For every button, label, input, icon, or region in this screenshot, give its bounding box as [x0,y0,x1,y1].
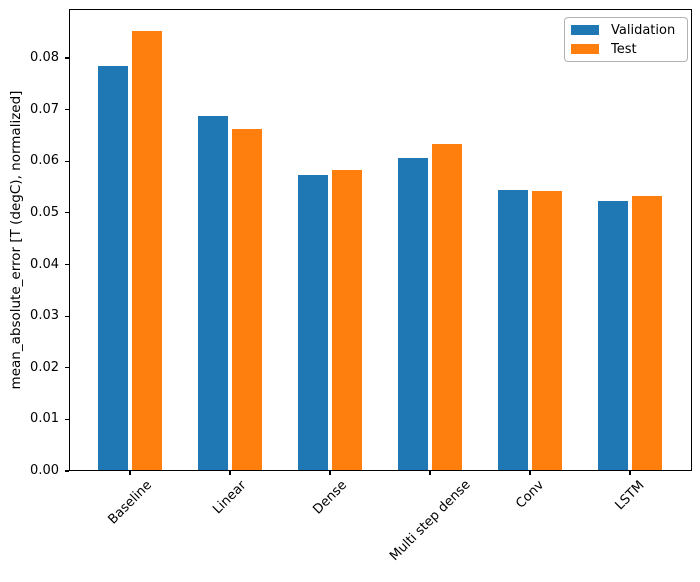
x-tick-mark [529,471,531,475]
y-tick-label-0.07: 0.07 [30,101,59,117]
y-tick-label-0.08: 0.08 [30,50,59,66]
y-tick-mark [64,57,69,59]
plot-area [68,9,692,471]
x-tick-label-multi-step-dense: Multi step dense [386,477,474,565]
bar-test-dense [332,169,362,470]
y-tick-label-0.06: 0.06 [30,153,59,169]
x-tick-mark [129,471,131,475]
y-tick-mark [64,470,69,472]
bar-validation-multi-step-dense [398,157,428,470]
y-tick-mark [64,212,69,214]
bar-test-baseline [132,31,162,470]
y-tick-mark [64,109,69,111]
bar-test-linear [232,128,262,470]
y-tick-mark [64,263,69,266]
y-tick-label-0.00: 0.00 [30,463,59,478]
legend-label-validation: Validation [611,22,676,38]
x-tick-mark [429,471,431,475]
x-tick-mark [629,471,631,475]
bar-test-conv [532,190,562,470]
y-tick-label-0.05: 0.05 [30,204,59,220]
y-tick-mark [64,367,69,369]
legend-item-validation: Validation [571,23,681,38]
y-tick-mark [64,315,69,317]
bar-validation-linear [198,116,228,470]
bar-validation-dense [298,175,328,470]
x-tick-label-dense: Dense [309,477,350,518]
x-tick-mark [229,471,231,475]
y-axis-label: mean_absolute_error [T (degC), normalize… [8,90,24,390]
bar-test-multi-step-dense [432,143,462,470]
bar-test-lstm [632,195,662,470]
y-tick-mark [64,418,69,420]
y-tick-label-0.04: 0.04 [30,256,59,272]
y-tick-label-0.02: 0.02 [30,359,59,375]
x-tick-label-conv: Conv [512,477,547,512]
test-color-swatch [571,44,599,54]
x-tick-mark [329,471,331,475]
y-tick-mark [64,160,69,162]
x-tick-label-baseline: Baseline [104,477,155,528]
x-tick-label-lstm: LSTM [611,478,648,514]
y-tick-label-0.03: 0.03 [30,308,59,324]
legend-label-test: Test [611,41,637,57]
legend-item-test: Test [571,42,681,57]
legend: Validation Test [564,17,688,62]
bar-validation-conv [498,189,528,470]
y-tick-label-0.01: 0.01 [30,411,59,427]
validation-color-swatch [571,25,599,35]
bar-validation-lstm [598,200,628,470]
bar-validation-baseline [98,65,128,470]
x-tick-label-linear: Linear [210,477,250,518]
